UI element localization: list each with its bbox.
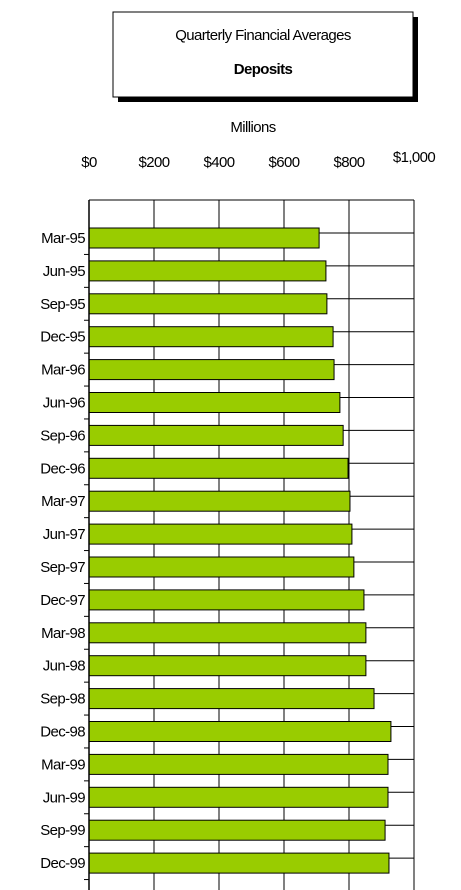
y-tick-label: Sep-97: [40, 559, 85, 576]
y-tick-label: Mar-96: [41, 362, 85, 379]
bar: [88, 392, 341, 413]
x-tick-label: $800: [334, 154, 365, 171]
x-tick-label: $0: [81, 154, 97, 171]
x-tick-label: $600: [269, 154, 300, 171]
bar: [88, 556, 355, 578]
bar: [88, 359, 335, 381]
bar: [88, 227, 320, 249]
y-tick-label: Jun-99: [43, 789, 86, 806]
bar: [88, 293, 328, 315]
y-tick-label: Sep-95: [40, 296, 85, 313]
bar: [88, 326, 334, 348]
y-tick-label: Mar-97: [41, 493, 85, 510]
bar: [88, 852, 390, 874]
y-tick-label: Jun-95: [43, 263, 86, 280]
y-tick-label: Dec-96: [40, 460, 85, 477]
bar: [88, 819, 386, 841]
y-tick-label: Jun-98: [43, 658, 86, 675]
x-tick-label: $400: [204, 154, 235, 171]
bar: [88, 424, 344, 446]
x-axis-label: Millions: [230, 119, 275, 136]
bar: [88, 260, 327, 282]
y-tick-label: Dec-95: [40, 329, 85, 346]
y-tick-label: Dec-98: [40, 723, 85, 740]
y-tick-label: Dec-99: [40, 855, 85, 872]
y-tick-label: Jun-97: [43, 526, 86, 543]
bar: [88, 589, 365, 611]
x-tick-label: $1,000: [393, 149, 436, 166]
chart-title: Quarterly Financial Averages: [175, 27, 351, 44]
bar: [88, 622, 367, 644]
bar: [88, 753, 389, 775]
y-tick-label: Jun-96: [43, 394, 86, 411]
chart-subtitle: Deposits: [234, 61, 293, 78]
y-tick-label: Mar-99: [41, 756, 85, 773]
y-tick-label: Dec-97: [40, 592, 85, 609]
y-tick-label: Mar-98: [41, 625, 85, 642]
title-box: [112, 11, 414, 98]
y-tick-label: Sep-96: [40, 427, 85, 444]
bar: [88, 688, 375, 710]
x-tick-label: $200: [139, 154, 170, 171]
bar: [88, 786, 389, 808]
bar: [88, 490, 351, 512]
bar: [88, 457, 349, 479]
y-tick-label: Sep-98: [40, 691, 85, 708]
bar: [88, 655, 367, 677]
y-tick-label: Mar-95: [41, 230, 85, 247]
bar: [88, 523, 353, 545]
y-tick-label: Sep-99: [40, 822, 85, 839]
bar: [88, 721, 392, 742]
